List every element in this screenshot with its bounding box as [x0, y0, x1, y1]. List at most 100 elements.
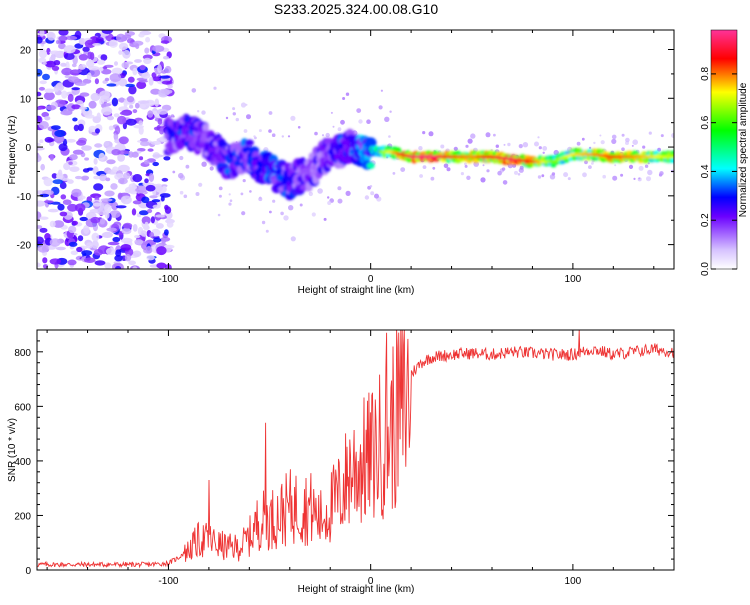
spectrogram-cell	[388, 135, 391, 138]
spectrogram-cell	[79, 92, 90, 97]
spectrogram-cell	[37, 236, 44, 245]
spectrogram-cell	[179, 190, 184, 195]
spectrogram-cell	[440, 144, 445, 149]
spectrogram-cell	[105, 247, 116, 255]
spectrogram-cell	[323, 217, 327, 221]
spectrogram-cell	[317, 188, 323, 194]
spectrogram-cell	[119, 111, 130, 116]
spectrogram-cell	[98, 67, 104, 72]
spectrogram-cell	[602, 174, 606, 179]
spectrogram-cell	[581, 137, 585, 141]
spectrogram-x-label: Height of straight line (km)	[298, 285, 415, 296]
spectrogram-cell	[332, 125, 335, 128]
spectrogram-cell	[340, 119, 345, 125]
snr-frame	[36, 329, 675, 571]
spectrogram-cell	[314, 131, 318, 136]
spectrogram-cell	[235, 117, 239, 122]
spectrogram-cell	[59, 181, 67, 190]
spectrogram-cell	[356, 108, 362, 113]
spectrogram-cell	[518, 144, 523, 149]
spectrogram-cell	[69, 166, 80, 173]
spectrogram-cell	[485, 132, 491, 138]
spectrogram-cell	[52, 179, 64, 185]
spectrogram-cell	[49, 238, 61, 247]
spectrogram-cell	[128, 85, 137, 95]
spectrogram-cell	[53, 220, 65, 228]
spectrogram-cell	[122, 222, 133, 229]
spectrogram-cell	[59, 211, 68, 217]
spectrogram-cell	[76, 139, 87, 146]
spectrogram-cell	[101, 30, 113, 34]
spectrogram-cell	[110, 183, 118, 190]
spectrogram-cell	[144, 221, 149, 230]
spectrogram-cell	[43, 177, 53, 187]
spectrogram-cell	[446, 167, 451, 172]
snr-y-tick-label: 400	[14, 457, 31, 468]
spectrogram-cell	[148, 77, 154, 86]
spectrogram-cell	[94, 260, 106, 266]
spectrogram-cell	[118, 177, 128, 185]
spectrogram-cell	[138, 156, 144, 161]
spectrogram-cell	[542, 151, 545, 154]
spectrogram-cell	[101, 231, 113, 238]
spectrogram-cell	[101, 103, 112, 107]
spectrogram-y-label: Frequency (Hz)	[7, 116, 18, 185]
spectrogram-cell	[551, 172, 556, 176]
spectrogram-cell	[91, 240, 99, 249]
spectrogram-cell	[37, 68, 43, 77]
spectrogram-cell	[141, 196, 150, 204]
colorbar-tick-label: 0.8	[700, 67, 711, 81]
spectrogram-cell	[225, 116, 229, 120]
spectrogram-cell	[297, 126, 301, 129]
spectrogram-cell	[114, 125, 121, 135]
spectrogram-cell	[58, 43, 66, 50]
spectrogram-cell	[79, 216, 89, 222]
spectrogram-cell	[241, 211, 246, 216]
spectrogram-cell	[114, 255, 123, 262]
spectrogram-cell	[134, 239, 144, 245]
spectrogram-cell	[503, 143, 506, 146]
spectrogram-cell	[139, 138, 149, 142]
spectrogram-cell	[443, 163, 449, 169]
spectrogram-cell	[419, 174, 423, 178]
spectrogram-cell	[53, 85, 59, 93]
spectrogram-cell	[269, 210, 272, 214]
spectrogram-cell	[147, 110, 154, 118]
spectrogram-cell	[107, 115, 114, 121]
spectrogram-cell	[166, 221, 174, 228]
spectrogram-cell	[37, 154, 42, 163]
spectrogram-cell	[111, 67, 123, 76]
spectrogram-cell	[135, 43, 140, 49]
spectrogram-y-tick-label: -10	[17, 192, 32, 203]
spectrogram-cell	[482, 164, 485, 167]
spectrogram-cell	[567, 177, 571, 181]
spectrogram-cell	[144, 178, 149, 184]
spectrogram-cell	[138, 33, 145, 38]
spectrogram-cell	[465, 144, 469, 148]
spectrogram-cell	[83, 51, 89, 55]
spectrogram-cell	[99, 218, 106, 225]
spectrogram-cell	[111, 149, 121, 156]
spectrogram-cell	[542, 146, 548, 151]
spectrogram-cell	[76, 246, 83, 253]
spectrogram-cell	[40, 163, 45, 171]
spectrogram-cell	[422, 165, 427, 170]
spectrogram-x-tick-label: 0	[368, 274, 374, 285]
spectrogram-cell	[337, 198, 343, 204]
spectrogram-cell	[62, 178, 70, 182]
spectrogram-cell	[660, 134, 664, 138]
spectrogram-cell	[38, 49, 48, 59]
spectrogram-cell	[550, 162, 557, 168]
spectrogram-cell	[290, 236, 296, 242]
spectrogram-cell	[37, 147, 45, 151]
spectrogram-cell	[231, 169, 239, 178]
spectrogram-cell	[104, 262, 112, 269]
spectrogram-cell	[141, 72, 151, 79]
spectrogram-cell	[74, 30, 82, 39]
spectrogram-cell	[161, 237, 167, 244]
spectrogram-cell	[229, 199, 233, 202]
spectrogram-cell	[43, 91, 55, 101]
spectrogram-cell	[117, 150, 130, 155]
spectrogram-cell	[290, 115, 296, 121]
